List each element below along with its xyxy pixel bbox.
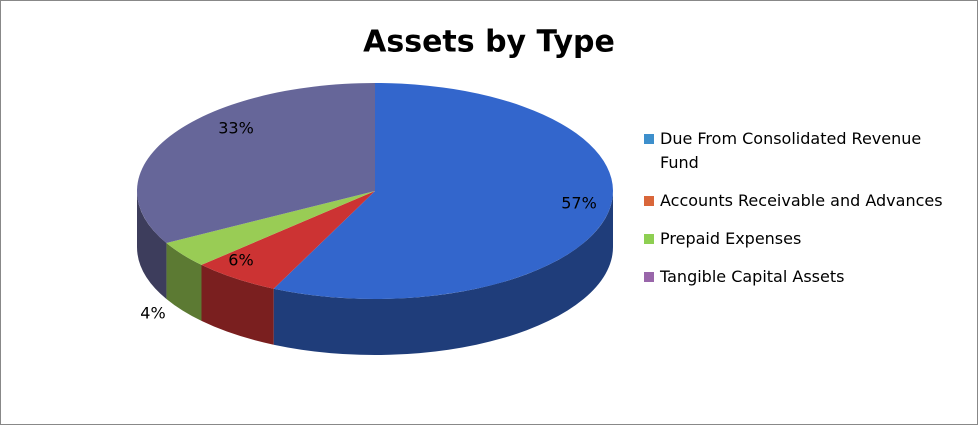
pie-side	[201, 264, 274, 345]
data-label: 6%	[228, 251, 253, 270]
data-label: 33%	[218, 119, 254, 138]
legend: Due From Consolidated Revenue Fund Accoun…	[644, 127, 962, 303]
pie-slice	[273, 83, 613, 299]
pie-side	[137, 191, 167, 300]
legend-item: Accounts Receivable and Advances	[644, 189, 962, 213]
legend-swatch	[644, 134, 654, 144]
legend-swatch	[644, 234, 654, 244]
legend-item: Due From Consolidated Revenue Fund	[644, 127, 962, 175]
data-label: 57%	[561, 194, 597, 213]
pie-side	[273, 191, 613, 355]
legend-label: Accounts Receivable and Advances	[660, 191, 943, 210]
pie-slice	[136, 83, 375, 244]
legend-label: Due From Consolidated Revenue Fund	[660, 129, 922, 172]
pie-side	[166, 243, 202, 321]
chart-title: Assets by Type	[363, 25, 615, 60]
legend-item: Prepaid Expenses	[644, 227, 962, 251]
legend-swatch	[644, 272, 654, 282]
pie-slice	[201, 191, 375, 289]
data-label: 4%	[140, 304, 165, 323]
legend-label: Tangible Capital Assets	[660, 267, 845, 286]
legend-item: Tangible Capital Assets	[644, 265, 962, 289]
pie-slice	[166, 191, 375, 265]
legend-swatch	[644, 196, 654, 206]
legend-label: Prepaid Expenses	[660, 229, 802, 248]
